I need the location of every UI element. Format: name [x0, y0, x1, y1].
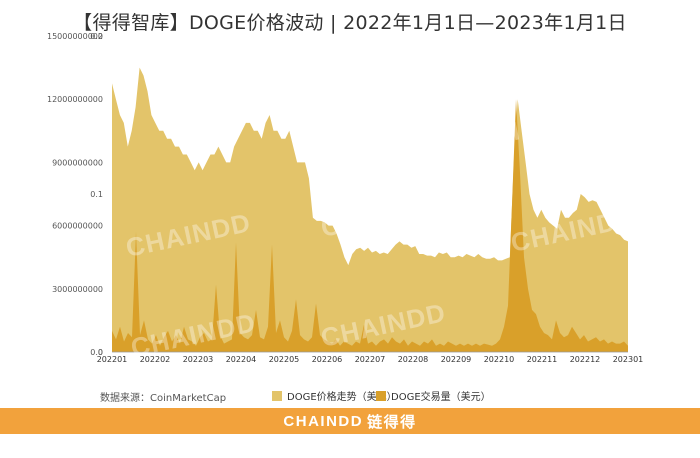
- legend-swatch-volume: [376, 390, 386, 401]
- data-source: 数据来源：CoinMarketCap: [100, 393, 227, 404]
- x-tick-202207: 202207: [355, 355, 386, 364]
- x-tick-202210: 202210: [484, 355, 515, 364]
- legend-item-volume: DOGE交易量（美元）: [376, 388, 491, 403]
- x-tick-202211: 202211: [527, 355, 558, 364]
- y-left-tick-4: 3000000000: [52, 285, 103, 294]
- x-tick-202201: 202201: [97, 355, 128, 364]
- price-area: [112, 67, 628, 352]
- x-tick-202301: 202301: [613, 355, 644, 364]
- x-tick-202205: 202205: [269, 355, 300, 364]
- x-tick-202206: 202206: [312, 355, 343, 364]
- x-tick-202202: 202202: [140, 355, 171, 364]
- y-left-tick-5: 0: [98, 348, 103, 357]
- chart: 15000000000 12000000000 9000000000 60000000…: [47, 32, 644, 364]
- x-tick-202212: 202212: [570, 355, 601, 364]
- brand-banner: CHAINDD 链得得: [0, 408, 700, 434]
- y-right-tick-0: 0.2: [90, 32, 103, 41]
- y-right-tick-1: 0.1: [90, 190, 103, 199]
- y-left-tick-2: 9000000000: [52, 158, 103, 167]
- y-left-tick-3: 6000000000: [52, 222, 103, 231]
- banner-brand-cn: 链得得: [367, 412, 417, 431]
- x-axis: 202201 202202 202203 202204 202205 202206 2022…: [97, 351, 644, 364]
- x-tick-202208: 202208: [398, 355, 429, 364]
- y-axis-left: 15000000000 12000000000 9000000000 60000000…: [47, 32, 103, 357]
- page-title: 【得得智库】DOGE价格波动 | 2022年1月1日—2023年1月1日: [73, 12, 627, 34]
- banner-brand: CHAINDD: [283, 412, 364, 430]
- legend-swatch-price: [272, 390, 282, 401]
- x-tick-202204: 202204: [226, 355, 257, 364]
- y-left-tick-1: 12000000000: [47, 95, 103, 104]
- legend-label-volume: DOGE交易量（美元）: [391, 392, 491, 403]
- y-axis-right: 0.2 0.1 0.0: [90, 32, 103, 357]
- y-left-tick-0: 15000000000: [47, 32, 103, 41]
- legend-item-price: DOGE价格走势（美元）: [272, 388, 397, 403]
- x-tick-202209: 202209: [441, 355, 472, 364]
- x-tick-202203: 202203: [183, 355, 214, 364]
- y-right-tick-2: 0.0: [90, 348, 103, 357]
- legend-label-price: DOGE价格走势（美元）: [287, 392, 397, 403]
